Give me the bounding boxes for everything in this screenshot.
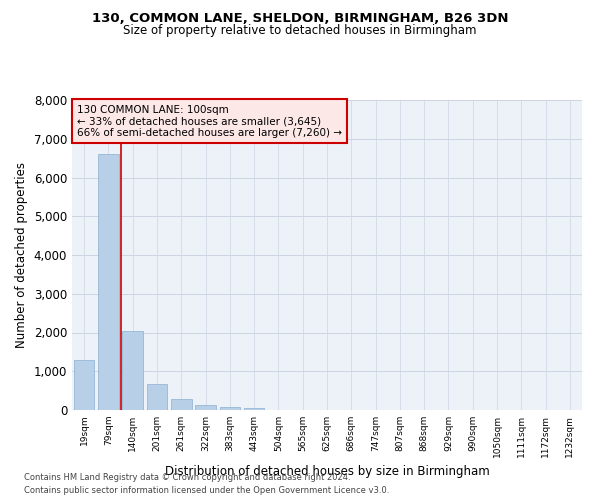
- Text: Contains public sector information licensed under the Open Government Licence v3: Contains public sector information licen…: [24, 486, 389, 495]
- Bar: [244, 408, 265, 410]
- Bar: [195, 405, 216, 410]
- Text: Contains HM Land Registry data © Crown copyright and database right 2024.: Contains HM Land Registry data © Crown c…: [24, 474, 350, 482]
- Text: 130 COMMON LANE: 100sqm
← 33% of detached houses are smaller (3,645)
66% of semi: 130 COMMON LANE: 100sqm ← 33% of detache…: [77, 104, 342, 138]
- Y-axis label: Number of detached properties: Number of detached properties: [15, 162, 28, 348]
- Bar: [74, 360, 94, 410]
- Bar: [98, 154, 119, 410]
- Bar: [146, 384, 167, 410]
- Text: Size of property relative to detached houses in Birmingham: Size of property relative to detached ho…: [123, 24, 477, 37]
- Bar: [171, 399, 191, 410]
- Bar: [122, 330, 143, 410]
- Text: 130, COMMON LANE, SHELDON, BIRMINGHAM, B26 3DN: 130, COMMON LANE, SHELDON, BIRMINGHAM, B…: [92, 12, 508, 26]
- X-axis label: Distribution of detached houses by size in Birmingham: Distribution of detached houses by size …: [164, 466, 490, 478]
- Bar: [220, 407, 240, 410]
